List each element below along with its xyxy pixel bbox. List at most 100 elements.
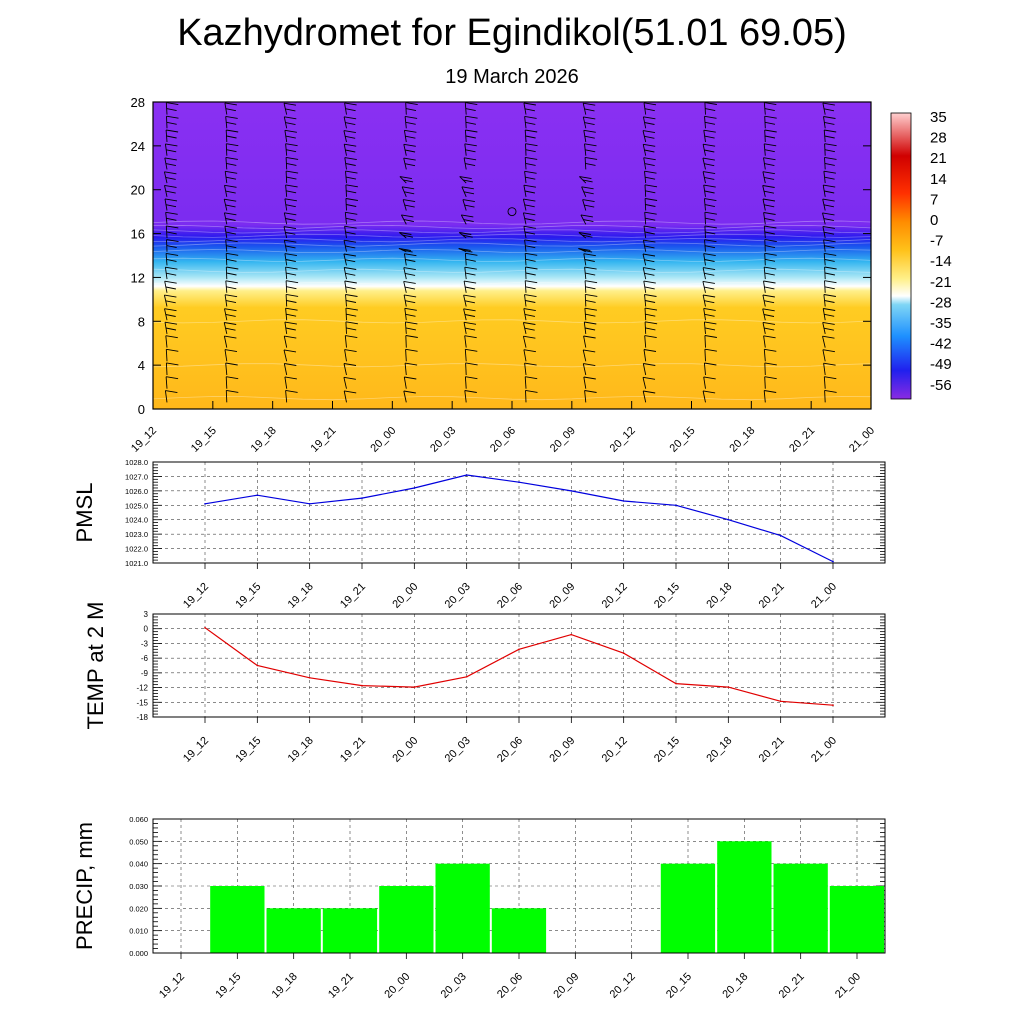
wind-barb-flag: [465, 272, 476, 276]
wind-barb-flag: [583, 219, 594, 223]
wind-barb-flag: [762, 171, 775, 175]
wind-barb-flag: [226, 376, 239, 380]
wind-barb-flag: [344, 267, 357, 270]
wind-barb-flag: [704, 163, 715, 167]
wind-barb-flag: [405, 348, 418, 352]
wind-barb-staff: [164, 390, 168, 403]
wind-barb-flag: [642, 376, 656, 380]
wind-barb-flag: [404, 307, 417, 311]
wind-barb-flag: [524, 218, 535, 221]
contour-line: [152, 249, 872, 253]
wind-barb-staff: [584, 294, 587, 307]
wind-barb-flag: [463, 308, 476, 312]
wind-barb-staff: [343, 116, 347, 129]
wind-barb-staff: [762, 198, 766, 211]
wind-barb-flag: [524, 115, 537, 119]
wind-barb-flag: [225, 231, 236, 235]
wind-barb-staff: [762, 322, 766, 334]
xtick-label: 19_18: [286, 735, 316, 765]
wind-barb-flag: [524, 313, 535, 317]
wind-barb-flag: [404, 253, 417, 257]
wind-barb-flag: [404, 163, 416, 167]
wind-barb-staff: [764, 116, 766, 129]
wind-barb-flag: [465, 149, 476, 153]
wind-barb-flag: [644, 122, 655, 125]
wind-barb-flag: [643, 390, 656, 394]
wind-barb-flag: [644, 211, 657, 215]
wind-barb-staff: [583, 376, 587, 389]
wind-barb-staff: [463, 322, 467, 334]
wind-barb-flag: [764, 121, 776, 125]
wind-barb-flag: [703, 129, 716, 133]
wind-barb-flag: [824, 252, 837, 256]
colorbar-labels: 35 28 21 14 7 0 -7 -14 -21 -28 -35 -42 -49 -56: [930, 109, 952, 394]
cs-xtick-label: 20_06: [488, 425, 518, 455]
wind-barb-staff: [642, 390, 647, 403]
wind-barb-flag: [644, 294, 657, 297]
wind-barb-flag: [645, 198, 658, 201]
precip-bar: [491, 908, 547, 953]
wind-barb-flag: [285, 218, 296, 221]
wind-barb-staff: [644, 171, 647, 184]
wind-barb-flag: [764, 348, 777, 352]
ytick-label: 1026.0: [125, 487, 148, 496]
wind-barb-flag: [465, 376, 478, 380]
wind-barb-flag: [704, 190, 715, 194]
precip-bar: [829, 886, 885, 953]
wind-barb-flag: [645, 204, 656, 207]
wind-barb-flag: [284, 253, 297, 257]
wind-barb-flag: [822, 335, 835, 339]
wind-barb-flag: [226, 389, 239, 393]
wind-barb-staff: [399, 176, 407, 184]
wind-barb-flag: [401, 214, 414, 218]
wind-barb-staff: [703, 376, 706, 389]
cs-ytick-label: 0: [138, 402, 145, 417]
wind-barb-flag: [643, 143, 656, 147]
wind-barb-flag: [166, 149, 177, 153]
wind-barb-flag: [166, 135, 177, 139]
wind-barb-flag: [164, 171, 177, 175]
wind-barb-flag: [225, 170, 238, 174]
wind-barb-flag: [346, 190, 357, 194]
wind-barb-staff: [703, 185, 706, 197]
wind-barb-flag: [286, 170, 299, 174]
wind-barb-flag: [703, 184, 716, 188]
pmsl-point: [361, 497, 363, 499]
wind-barb-flag: [584, 307, 597, 311]
wind-barb-flag: [461, 214, 474, 218]
wind-barb-flag: [226, 245, 237, 249]
wind-barb-flag: [286, 300, 297, 303]
wind-barb-flag: [823, 231, 835, 235]
wind-barb-flag: [346, 327, 357, 331]
wind-barb-flag: [583, 349, 596, 353]
wind-barb-staff: [345, 321, 347, 334]
wind-barb-flag: [465, 115, 478, 119]
wind-barb-flag: [704, 135, 715, 139]
wind-barb-flag: [404, 376, 417, 380]
cs-xtick-label: 19_18: [249, 425, 279, 455]
xtick-label: 20_00: [382, 971, 412, 1001]
wind-barb-flag: [283, 226, 297, 230]
ytick-label: 0.010: [129, 927, 148, 936]
cs-ytick-label: 16: [131, 227, 145, 242]
xtick-label: 20_06: [495, 581, 525, 611]
wind-barb-staff: [822, 185, 826, 197]
wind-barb-staff: [344, 349, 347, 362]
wind-barb-flag: [643, 363, 656, 366]
wind-barb-flag: [283, 102, 297, 106]
ytick-label: 1021.0: [125, 559, 148, 568]
colorbar-label: 7: [930, 191, 938, 208]
wind-barb-flag: [763, 280, 776, 284]
wind-barb-staff: [344, 335, 347, 348]
chart-title: Kazhydromet for Egindikol(51.01 69.05): [177, 12, 847, 54]
wind-barb-staff: [405, 349, 407, 362]
wind-barb-flag: [464, 300, 475, 304]
wind-barb-staff: [582, 363, 587, 376]
wind-barb-flag: [764, 245, 776, 249]
precip-ylabel: PRECIP, mm: [72, 822, 97, 950]
xtick-label: 20_15: [664, 971, 694, 1001]
wind-barb-staff: [822, 212, 826, 225]
wind-barb-flag: [345, 135, 356, 139]
wind-barb-flag: [405, 313, 416, 317]
wind-barb-flag: [345, 245, 356, 249]
